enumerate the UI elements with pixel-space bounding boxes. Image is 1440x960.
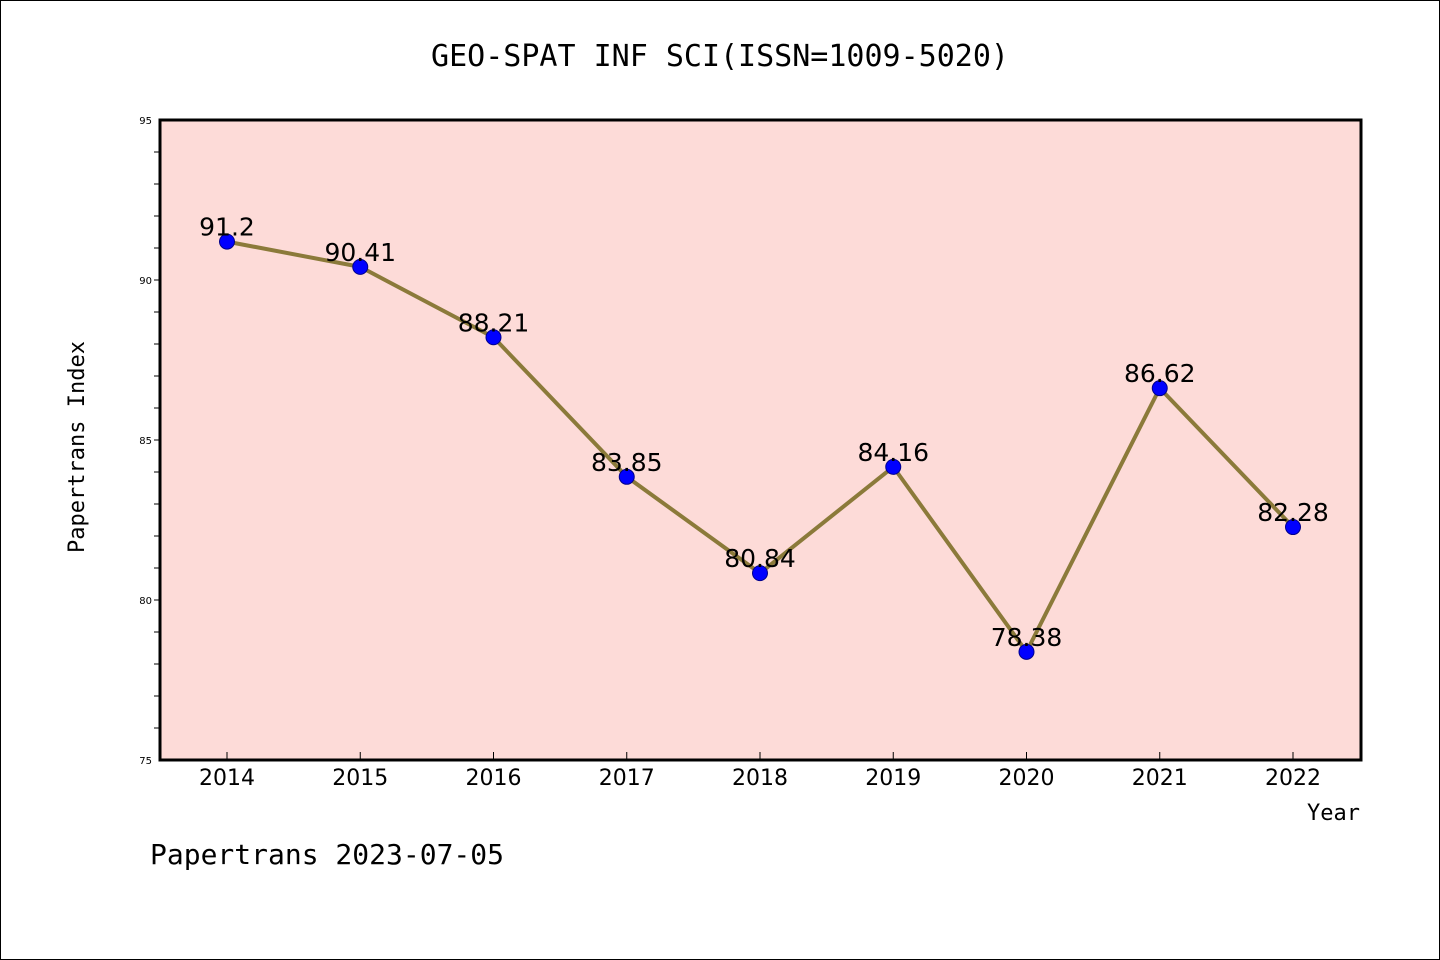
data-label: 80.84	[724, 544, 796, 573]
plot-border	[158, 118, 1363, 762]
x-axis: 2014 2015 2016 2017 2018 2019 2020 2021 2022	[199, 752, 1321, 791]
data-labels: 91.2 90.41 88.21 83.85 80.84 84.16 78.38 86.62 8…	[199, 213, 1329, 652]
y-tick-label: 85	[139, 436, 152, 447]
data-point	[1151, 380, 1168, 397]
x-tick-label: 2021	[1132, 766, 1188, 791]
x-tick-label: 2019	[865, 766, 921, 791]
y-tick-label: 75	[139, 756, 152, 767]
data-label: 91.2	[199, 213, 255, 242]
data-point	[352, 258, 369, 275]
y-tick-label: 80	[139, 596, 152, 607]
data-point	[618, 468, 635, 485]
data-point	[885, 458, 902, 475]
y-tick-label: 90	[139, 276, 152, 287]
data-label: 83.85	[591, 448, 663, 477]
chart-title: GEO-SPAT INF SCI(ISSN=1009-5020)	[431, 39, 1009, 74]
data-label: 78.38	[991, 623, 1063, 652]
x-tick-label: 2022	[1265, 766, 1321, 791]
x-tick-label: 2018	[732, 766, 788, 791]
x-tick-label: 2020	[999, 766, 1055, 791]
data-label: 86.62	[1124, 359, 1196, 388]
x-tick-label: 2017	[599, 766, 655, 791]
data-label: 82.28	[1257, 498, 1329, 527]
x-axis-label: Year	[1307, 801, 1360, 826]
data-point	[219, 233, 235, 250]
y-axis: 75 80 85 90 95	[139, 116, 159, 767]
y-axis-label: Papertrans Index	[65, 341, 90, 553]
plot-area	[160, 120, 1361, 760]
x-tick-label: 2016	[466, 766, 522, 791]
data-label: 90.41	[324, 238, 396, 267]
y-tick-label: 95	[139, 116, 152, 127]
data-point	[1018, 643, 1035, 660]
data-point	[1285, 519, 1301, 536]
data-point	[752, 565, 768, 582]
footer-credit: Papertrans 2023-07-05	[150, 838, 504, 871]
x-tick-label: 2015	[332, 766, 388, 791]
data-point	[485, 329, 502, 346]
series	[219, 233, 1301, 660]
data-label: 84.16	[857, 438, 929, 467]
x-tick-label: 2014	[199, 766, 255, 791]
data-label: 88.21	[458, 308, 530, 337]
